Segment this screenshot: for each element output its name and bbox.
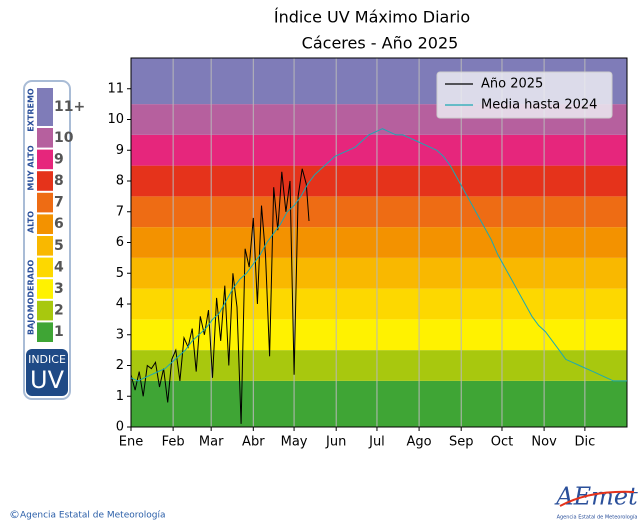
legend-label: Año 2025 bbox=[481, 77, 543, 92]
x-tick-label: Jul bbox=[368, 435, 385, 450]
uv-badge bbox=[26, 349, 68, 396]
legend-box bbox=[436, 71, 613, 119]
uv-scale-level: 4 bbox=[54, 259, 64, 275]
uv-scale-swatch bbox=[37, 128, 53, 148]
uv-band bbox=[131, 134, 627, 166]
uv-band bbox=[131, 350, 627, 381]
uv-badge-text: UV bbox=[30, 366, 65, 394]
y-tick-label: 2 bbox=[116, 358, 124, 373]
y-tick-label: 0 bbox=[116, 420, 124, 435]
uv-scale-level: 8 bbox=[54, 173, 64, 189]
uv-scale-level: 6 bbox=[54, 216, 64, 232]
x-tick-label: May bbox=[281, 435, 308, 450]
logo-swoosh bbox=[559, 490, 635, 507]
uv-scale-swatch bbox=[37, 257, 53, 278]
uv-scale-swatch bbox=[37, 279, 53, 299]
uv-scale-swatch bbox=[37, 149, 53, 170]
y-tick-label: 7 bbox=[116, 204, 124, 219]
y-tick-label: 9 bbox=[116, 143, 124, 158]
x-tick-label: Nov bbox=[531, 435, 557, 450]
uv-scale-swatch bbox=[37, 236, 53, 256]
uv-scale-swatch bbox=[37, 192, 53, 213]
uv-band bbox=[131, 196, 627, 228]
chart-title: Índice UV Máximo Diario bbox=[274, 8, 470, 27]
uv-band bbox=[131, 257, 627, 289]
x-tick-label: Ago bbox=[407, 435, 432, 450]
y-tick-label: 10 bbox=[107, 112, 124, 127]
x-tick-label: Jun bbox=[325, 435, 346, 450]
uv-band bbox=[131, 380, 627, 427]
uv-band bbox=[131, 227, 627, 258]
y-tick-label: 1 bbox=[116, 389, 124, 404]
uv-scale-level: 7 bbox=[54, 195, 64, 211]
uv-badge-text: INDICE bbox=[28, 353, 66, 366]
x-tick-label: Feb bbox=[162, 435, 185, 450]
uv-scale-category: ALTO bbox=[27, 211, 36, 233]
copyright-icon: © bbox=[9, 508, 20, 521]
y-tick-label: 4 bbox=[116, 297, 124, 312]
uv-scale-swatch bbox=[37, 214, 53, 234]
uv-scale-category: EXTREMO bbox=[27, 88, 36, 132]
logo: AEmet bbox=[554, 483, 638, 511]
series-line bbox=[130, 128, 627, 382]
x-tick-label: Sep bbox=[449, 435, 474, 450]
y-tick-label: 8 bbox=[116, 174, 124, 189]
y-tick-label: 3 bbox=[116, 327, 124, 342]
uv-scale-level: 9 bbox=[54, 151, 64, 167]
uv-band bbox=[131, 319, 627, 351]
x-tick-label: Ene bbox=[119, 435, 143, 450]
y-tick-label: 11 bbox=[107, 81, 124, 96]
uv-band bbox=[131, 288, 627, 320]
uv-scale-level: 3 bbox=[54, 281, 64, 297]
uv-scale-swatch bbox=[37, 88, 53, 126]
x-tick-label: Oct bbox=[491, 435, 513, 450]
legend-label: Media hasta 2024 bbox=[481, 98, 597, 113]
uv-scale-swatch bbox=[37, 322, 53, 342]
y-tick-label: 6 bbox=[116, 235, 124, 250]
uv-scale-level: 1 bbox=[54, 324, 64, 340]
x-tick-label: Mar bbox=[199, 435, 224, 450]
uv-scale-level: 2 bbox=[54, 303, 64, 319]
series-line bbox=[130, 168, 310, 424]
x-tick-label: Abr bbox=[242, 435, 265, 450]
uv-band bbox=[131, 165, 627, 197]
uv-scale-category: BAJO bbox=[27, 313, 36, 335]
chart-subtitle: Cáceres - Año 2025 bbox=[302, 34, 459, 53]
y-tick-label: 5 bbox=[116, 266, 124, 281]
uv-scale-swatch bbox=[37, 171, 53, 191]
uv-scale-level: 5 bbox=[54, 238, 64, 254]
logo-caption: Agencia Estatal de Meteorología bbox=[557, 514, 638, 521]
plot-frame bbox=[130, 57, 628, 428]
x-tick-label: Dic bbox=[574, 435, 595, 450]
uv-scale-category: MUY ALTO bbox=[27, 145, 36, 190]
uv-scale-swatch bbox=[37, 300, 53, 321]
uv-scale-level: 10 bbox=[54, 130, 74, 146]
uv-scale-category: MODERADO bbox=[27, 259, 36, 312]
footer-agency: Agencia Estatal de Meteorología bbox=[20, 511, 166, 521]
uv-scale-level: 11+ bbox=[54, 99, 85, 115]
